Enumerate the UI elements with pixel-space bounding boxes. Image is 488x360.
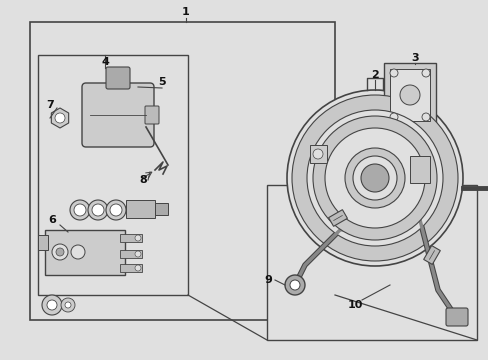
Circle shape <box>360 164 388 192</box>
Circle shape <box>47 300 57 310</box>
Bar <box>389 69 429 121</box>
Circle shape <box>286 90 462 266</box>
FancyBboxPatch shape <box>445 308 467 326</box>
Circle shape <box>71 245 85 259</box>
Circle shape <box>289 280 299 290</box>
Text: 6: 6 <box>48 215 56 225</box>
Bar <box>126 200 155 218</box>
Circle shape <box>88 200 108 220</box>
Text: 2: 2 <box>370 70 378 80</box>
Circle shape <box>52 244 68 260</box>
Bar <box>120 234 142 242</box>
Circle shape <box>56 248 64 256</box>
Circle shape <box>291 95 457 261</box>
Circle shape <box>399 85 419 105</box>
Circle shape <box>345 148 404 208</box>
Text: 3: 3 <box>410 53 418 63</box>
Circle shape <box>92 204 104 216</box>
Bar <box>383 63 435 127</box>
Circle shape <box>65 302 71 308</box>
Bar <box>38 55 187 295</box>
Circle shape <box>135 251 141 257</box>
Circle shape <box>110 204 122 216</box>
Circle shape <box>70 200 90 220</box>
Text: 1: 1 <box>182 7 189 17</box>
Circle shape <box>42 295 62 315</box>
Circle shape <box>352 156 396 200</box>
Bar <box>30 22 334 320</box>
Circle shape <box>421 113 429 121</box>
Circle shape <box>135 235 141 241</box>
FancyBboxPatch shape <box>106 67 130 89</box>
Circle shape <box>312 116 436 240</box>
Circle shape <box>55 113 65 123</box>
Circle shape <box>285 275 305 295</box>
Circle shape <box>389 69 397 77</box>
Circle shape <box>135 265 141 271</box>
Circle shape <box>306 110 442 246</box>
Bar <box>120 250 142 258</box>
Bar <box>155 203 168 215</box>
Bar <box>266 185 476 340</box>
Bar <box>45 230 125 275</box>
Text: 9: 9 <box>264 275 271 285</box>
Polygon shape <box>51 108 68 128</box>
Circle shape <box>106 200 126 220</box>
Circle shape <box>61 298 75 312</box>
Text: 8: 8 <box>139 175 146 185</box>
Circle shape <box>74 204 86 216</box>
Bar <box>309 145 326 163</box>
Circle shape <box>325 128 424 228</box>
FancyBboxPatch shape <box>82 83 154 147</box>
Text: 5: 5 <box>158 77 165 87</box>
Polygon shape <box>423 246 439 265</box>
Polygon shape <box>328 210 346 226</box>
Circle shape <box>312 149 323 159</box>
Circle shape <box>421 69 429 77</box>
Text: 4: 4 <box>101 57 109 67</box>
Text: 7: 7 <box>46 100 54 110</box>
Circle shape <box>389 113 397 121</box>
Bar <box>38 235 48 250</box>
Text: 10: 10 <box>346 300 362 310</box>
Bar <box>409 156 429 183</box>
FancyBboxPatch shape <box>145 106 159 124</box>
Bar <box>120 264 142 272</box>
